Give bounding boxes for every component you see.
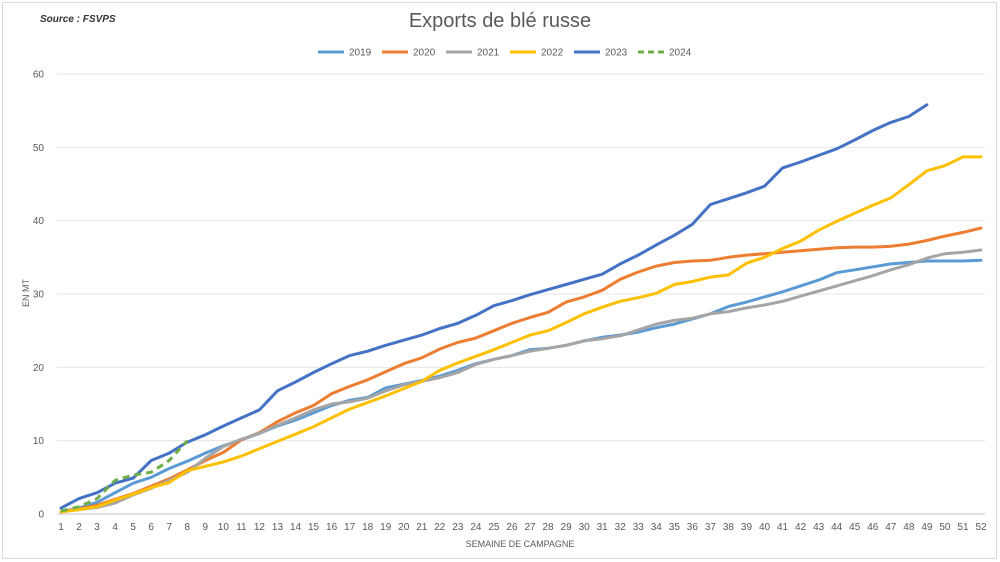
legend-label-2019: 2019	[349, 48, 372, 59]
x-tick-label: 12	[254, 522, 266, 533]
x-tick-label: 9	[203, 522, 209, 533]
x-tick-label: 6	[148, 522, 154, 533]
y-tick-label: 20	[33, 363, 45, 374]
x-tick-label: 18	[362, 522, 374, 533]
x-axis-ticks: 1 2 3 4 5 6 7 8 9 10 11 12 13 14 15 16 17 18 19 20 21 22 23 24 2…	[58, 522, 987, 533]
legend-label-2021: 2021	[477, 48, 500, 59]
x-tick-label: 15	[308, 522, 320, 533]
x-tick-label: 40	[759, 522, 771, 533]
legend-label-2024: 2024	[669, 48, 692, 59]
legend-label-2022: 2022	[541, 48, 564, 59]
x-tick-label: 32	[615, 522, 627, 533]
x-tick-label: 37	[705, 522, 717, 533]
x-tick-label: 51	[957, 522, 969, 533]
x-tick-label: 25	[488, 522, 500, 533]
x-tick-label: 3	[94, 522, 100, 533]
x-tick-label: 5	[130, 522, 136, 533]
x-tick-label: 28	[542, 522, 554, 533]
x-tick-label: 14	[290, 522, 302, 533]
x-tick-label: 21	[416, 522, 428, 533]
x-tick-label: 48	[903, 522, 915, 533]
x-tick-label: 20	[398, 522, 410, 533]
series-line-2020	[59, 226, 983, 514]
x-tick-label: 33	[633, 522, 645, 533]
x-tick-label: 39	[741, 522, 753, 533]
series-line-2022	[59, 155, 983, 514]
x-tick-label: 10	[218, 522, 230, 533]
y-tick-label: 40	[33, 216, 45, 227]
x-tick-label: 46	[867, 522, 879, 533]
x-tick-label: 38	[723, 522, 735, 533]
x-axis-label: SEMAINE DE CAMPAGNE	[466, 539, 575, 549]
x-tick-label: 16	[326, 522, 338, 533]
x-tick-label: 44	[831, 522, 843, 533]
x-tick-label: 41	[777, 522, 789, 533]
x-tick-label: 8	[184, 522, 190, 533]
legend: 2019 2020 2021 2022 2023 2024	[318, 48, 692, 59]
x-tick-label: 19	[380, 522, 392, 533]
chart-title: Exports de blé russe	[408, 10, 592, 32]
x-tick-label: 22	[434, 522, 446, 533]
x-tick-label: 47	[885, 522, 897, 533]
x-tick-label: 13	[272, 522, 284, 533]
y-tick-label: 50	[33, 143, 45, 154]
x-tick-label: 2	[76, 522, 82, 533]
x-tick-label: 26	[506, 522, 518, 533]
legend-label-2023: 2023	[605, 48, 628, 59]
series-line-2021	[59, 248, 983, 514]
x-tick-label: 35	[669, 522, 681, 533]
x-tick-label: 49	[921, 522, 933, 533]
series-line-2023	[59, 103, 929, 510]
x-tick-label: 52	[975, 522, 987, 533]
x-tick-label: 50	[939, 522, 951, 533]
x-tick-label: 31	[597, 522, 609, 533]
x-tick-label: 7	[166, 522, 172, 533]
x-tick-label: 1	[58, 522, 64, 533]
y-tick-label: 10	[33, 436, 45, 447]
y-tick-label: 60	[33, 70, 45, 81]
x-tick-label: 29	[561, 522, 573, 533]
x-tick-label: 34	[651, 522, 663, 533]
y-tick-label: 0	[38, 510, 44, 521]
x-tick-label: 17	[344, 522, 356, 533]
x-tick-label: 42	[795, 522, 807, 533]
gridlines	[57, 73, 985, 515]
y-tick-label: 30	[33, 290, 45, 301]
x-tick-label: 36	[687, 522, 699, 533]
y-axis-label: EN MT	[21, 279, 31, 308]
x-tick-label: 27	[524, 522, 536, 533]
x-tick-label: 30	[579, 522, 591, 533]
source-note: Source : FSVPS	[40, 14, 116, 25]
series-line-2024	[60, 439, 189, 513]
x-tick-label: 24	[470, 522, 482, 533]
x-tick-label: 45	[849, 522, 861, 533]
series-lines	[59, 103, 983, 514]
x-tick-label: 23	[452, 522, 464, 533]
x-tick-label: 43	[813, 522, 825, 533]
y-axis-ticks: 0 10 20 30 40 50 60	[33, 70, 45, 521]
legend-label-2020: 2020	[413, 48, 436, 59]
x-tick-label: 11	[236, 522, 247, 533]
x-tick-label: 4	[112, 522, 118, 533]
